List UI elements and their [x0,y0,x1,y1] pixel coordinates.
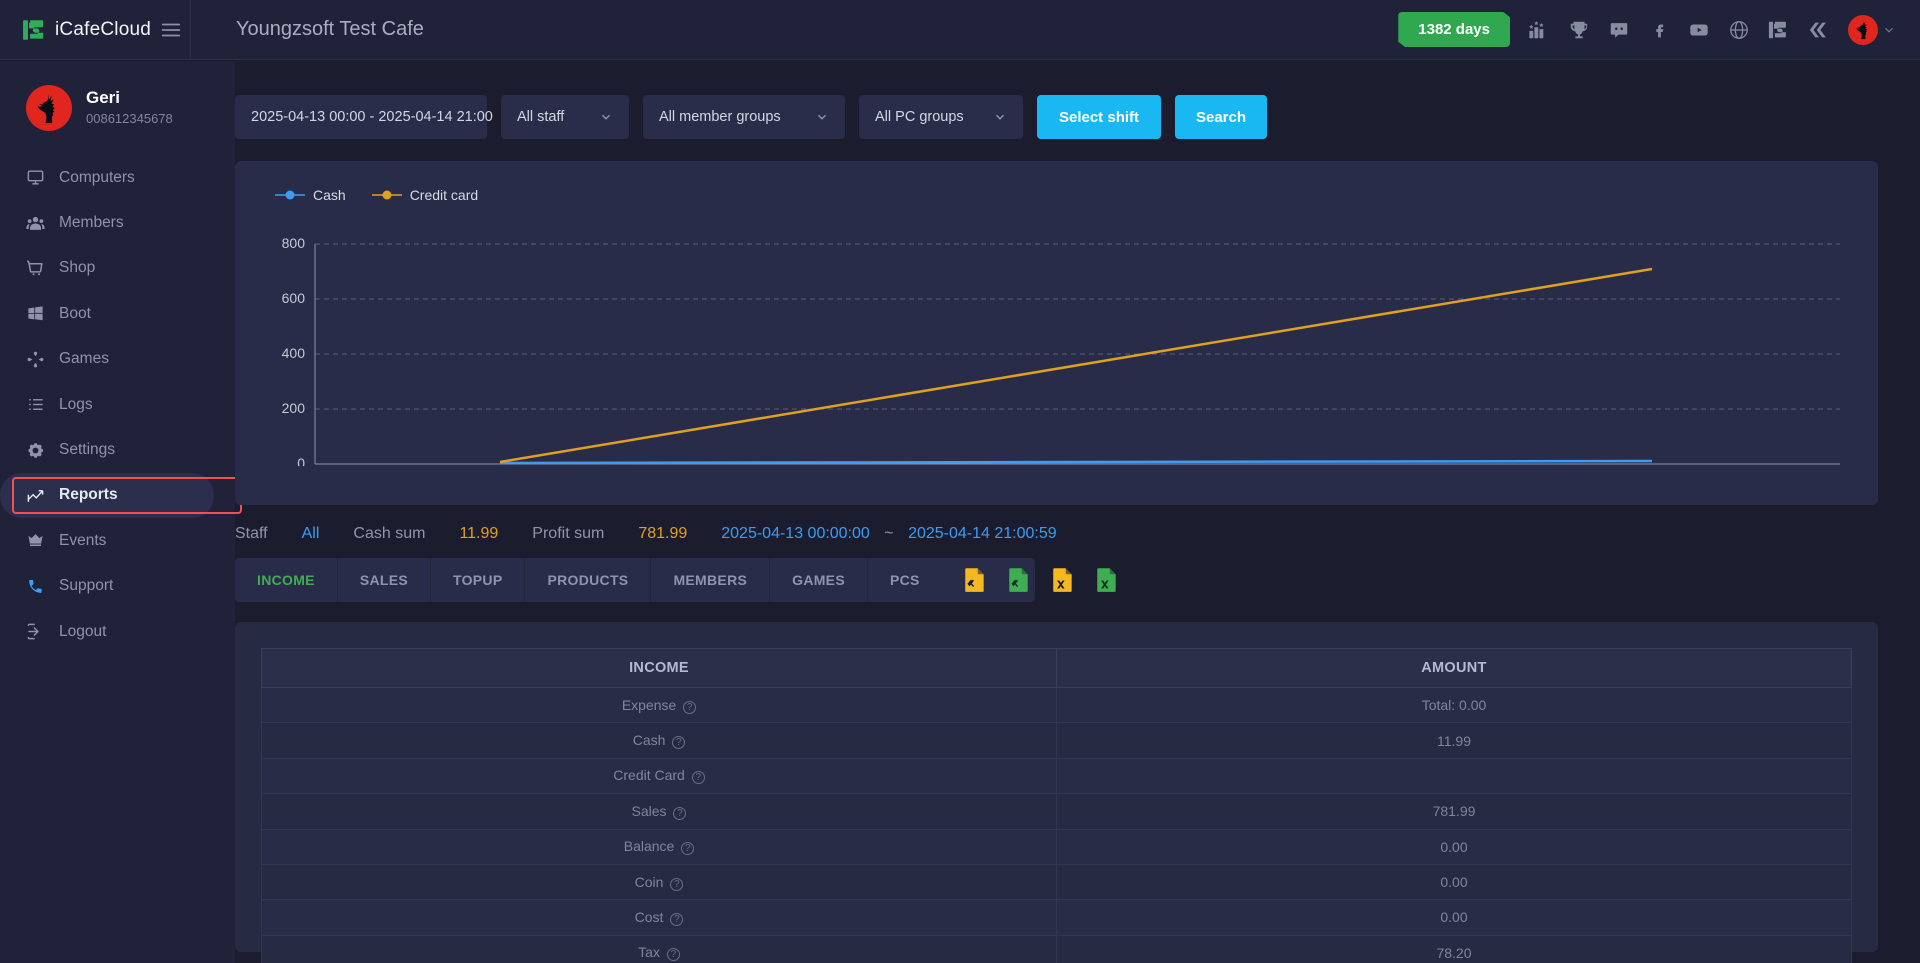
svg-text:600: 600 [282,290,306,306]
svg-text:200: 200 [282,400,306,416]
svg-text:0: 0 [297,455,305,466]
svg-text:400: 400 [282,345,306,361]
svg-text:800: 800 [282,236,306,251]
